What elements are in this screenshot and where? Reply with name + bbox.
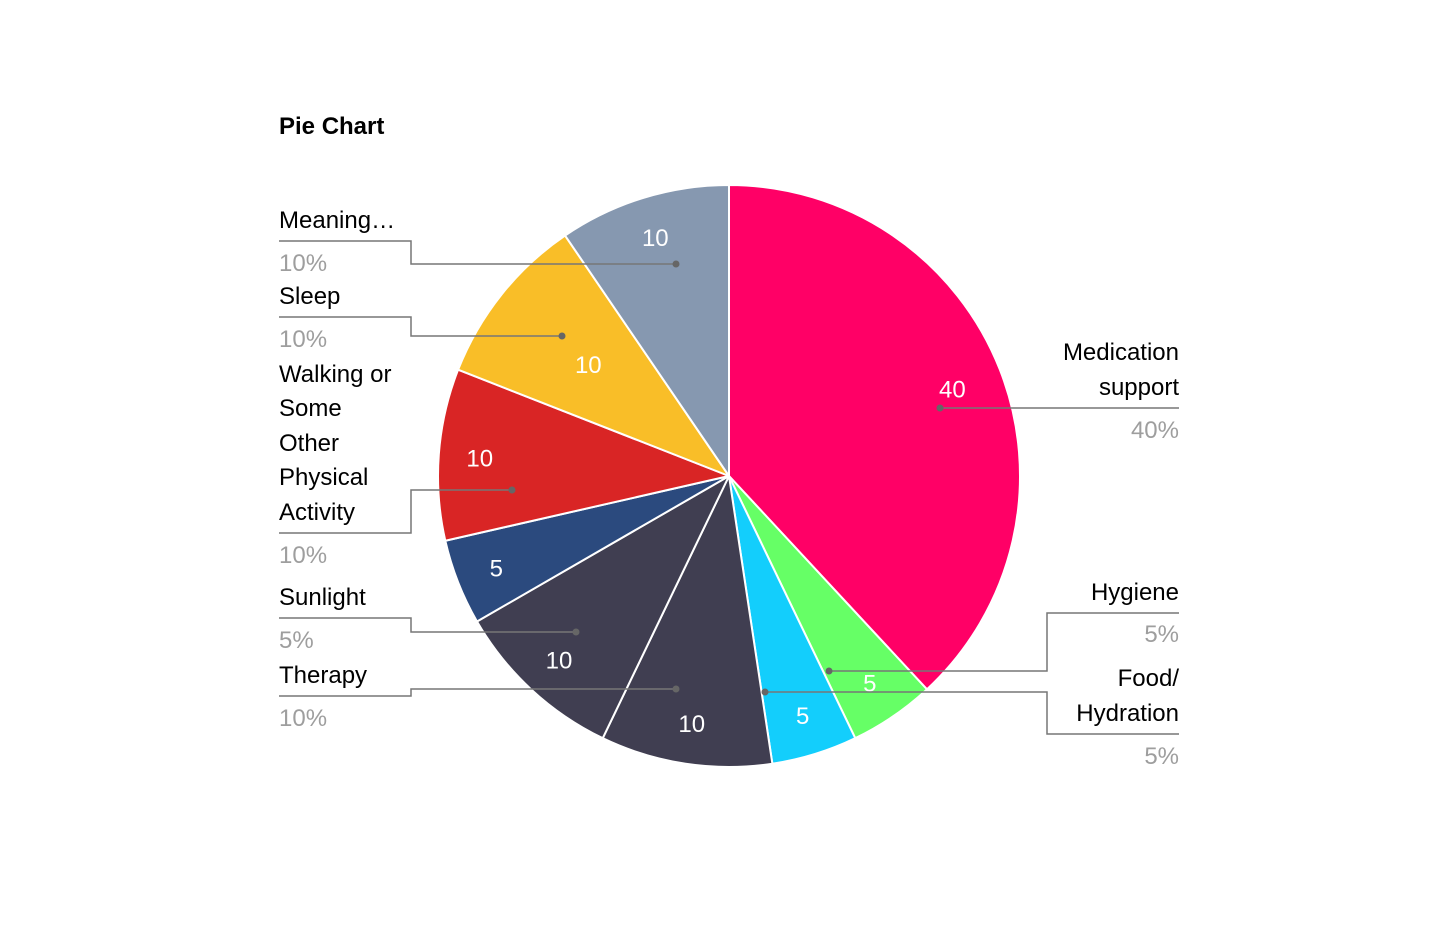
slice-name-label-7: Sleep bbox=[279, 283, 340, 310]
slice-percent-label-0: 40% bbox=[1131, 417, 1179, 444]
pie-slice-8 bbox=[564, 184, 730, 477]
chart-title: Pie Chart bbox=[279, 113, 384, 140]
leader-lines bbox=[279, 240, 1179, 735]
slice-name-line: Walking or bbox=[279, 361, 391, 388]
slice-name-line: Hydration bbox=[1076, 700, 1179, 727]
slice-value-label-0: 40 bbox=[939, 376, 966, 403]
slice-name-label-0: Medication support bbox=[1063, 339, 1179, 401]
slice-name-line: Medication bbox=[1063, 339, 1179, 366]
slice-value-label-1: 5 bbox=[863, 671, 876, 698]
slice-name-label-5: Sunlight bbox=[279, 584, 366, 611]
slice-percent-label-4: 10% bbox=[279, 705, 327, 732]
slice-value-label-5: 5 bbox=[490, 555, 503, 582]
leader-dot-2 bbox=[761, 688, 769, 696]
pie-slice-6 bbox=[437, 368, 730, 542]
leader-dot-1 bbox=[825, 667, 833, 675]
leader-dot-5 bbox=[572, 628, 580, 636]
slice-name-line: Hygiene bbox=[1091, 579, 1179, 606]
leader-dot-6 bbox=[508, 486, 516, 494]
slice-name-label-1: Hygiene bbox=[1091, 579, 1179, 606]
slice-value-label-7: 10 bbox=[575, 352, 602, 379]
slice-value-label-8: 10 bbox=[642, 225, 669, 252]
slice-name-line: support bbox=[1099, 374, 1179, 401]
slice-name-label-2: Food/Hydration bbox=[1076, 665, 1179, 727]
leader-dot-4 bbox=[672, 685, 680, 693]
leader-dot-0 bbox=[936, 404, 944, 412]
slice-name-line: Some bbox=[279, 395, 342, 422]
leader-dot-7 bbox=[558, 332, 566, 340]
slice-legend-labels: Medication support 40% Hygiene 5% Food/Hydrat… bbox=[279, 207, 1179, 770]
slice-percent-label-6: 10% bbox=[279, 542, 327, 569]
slice-name-line: Other bbox=[279, 430, 339, 457]
pie-slice-0 bbox=[728, 184, 1021, 691]
pie-slice-3 bbox=[601, 475, 774, 768]
leader-line-5 bbox=[279, 617, 576, 633]
slice-name-line: Physical bbox=[279, 464, 368, 491]
leader-line-1 bbox=[829, 612, 1179, 672]
slice-name-line: Therapy bbox=[279, 662, 367, 689]
slice-name-label-4: Therapy bbox=[279, 662, 367, 689]
slice-percent-label-5: 5% bbox=[279, 627, 314, 654]
slice-percent-label-7: 10% bbox=[279, 326, 327, 353]
slice-name-line: Activity bbox=[279, 499, 355, 526]
slice-name-line: Sunlight bbox=[279, 584, 366, 611]
slice-value-labels: 40 5 5 10 10 5 10 10 10 bbox=[466, 225, 965, 738]
slice-value-label-2: 5 bbox=[796, 703, 809, 730]
slice-value-label-4: 10 bbox=[546, 647, 573, 674]
slice-percent-label-8: 10% bbox=[279, 250, 327, 277]
slice-name-line: Sleep bbox=[279, 283, 340, 310]
slice-percent-label-1: 5% bbox=[1144, 621, 1179, 648]
pie-slice-7 bbox=[457, 234, 730, 477]
slice-percent-label-2: 5% bbox=[1144, 743, 1179, 770]
slice-value-label-6: 10 bbox=[466, 445, 493, 472]
leader-dot-8 bbox=[672, 260, 680, 268]
leader-line-6 bbox=[279, 489, 512, 534]
leader-line-7 bbox=[279, 316, 562, 337]
slice-value-label-3: 10 bbox=[678, 711, 705, 738]
pie-slices bbox=[437, 184, 1021, 768]
leader-line-4 bbox=[279, 688, 676, 697]
leader-line-8 bbox=[279, 240, 676, 265]
slice-name-line: Meaning… bbox=[279, 207, 395, 234]
slice-name-label-6: Walking or Some Other Physical Activity bbox=[279, 361, 391, 526]
slice-name-label-8: Meaning… bbox=[279, 207, 395, 234]
slice-name-line: Food/ bbox=[1118, 665, 1180, 692]
leader-line-2 bbox=[765, 691, 1179, 735]
